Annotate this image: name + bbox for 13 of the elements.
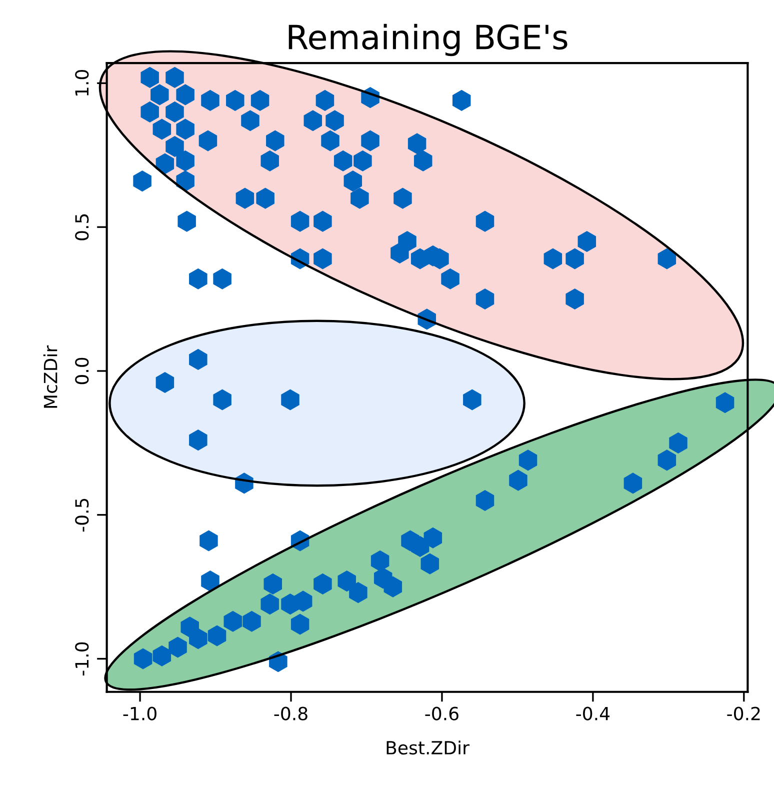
y-tick-label: 0.0 (75, 358, 89, 384)
x-tick-label: -1.0 (123, 706, 156, 720)
x-tick-label: -0.6 (425, 706, 458, 720)
y-tick-label: -1.0 (75, 642, 89, 676)
y-tick-label: 1.0 (75, 70, 89, 96)
y-axis-title: McZDir (43, 345, 58, 408)
y-tick-label: -0.5 (75, 498, 89, 532)
x-tick-label: -0.8 (274, 706, 308, 720)
x-axis-title: Best.ZDir (386, 740, 470, 755)
y-tick-label: 0.5 (75, 214, 89, 240)
chart-title: Remaining BGE's (288, 24, 568, 56)
x-tick-label: -0.4 (576, 706, 610, 720)
x-tick-label: -0.2 (727, 706, 760, 720)
